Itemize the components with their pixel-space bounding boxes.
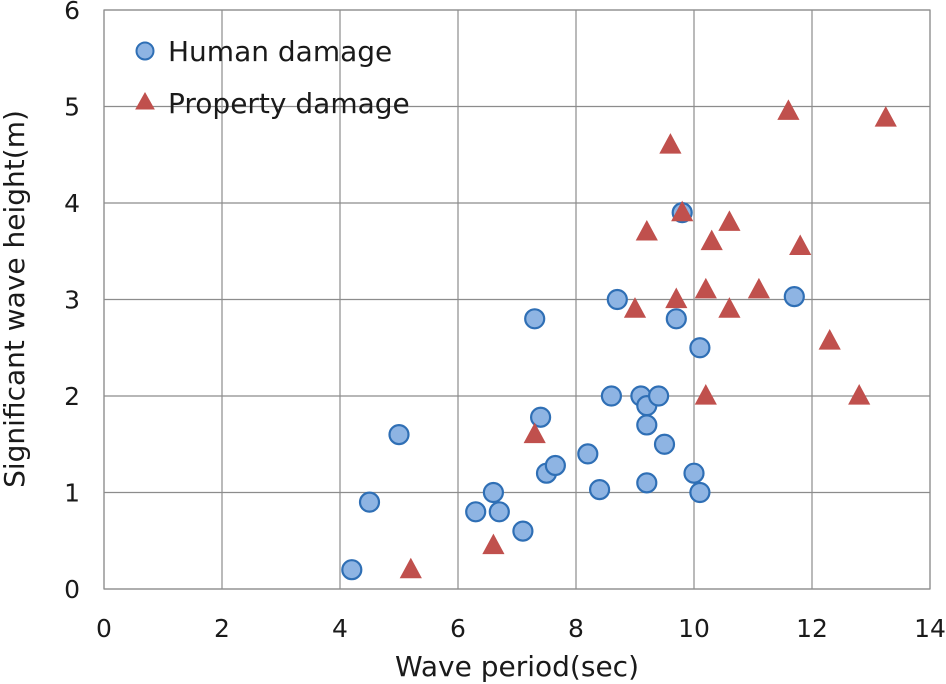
property-damage-point [718, 210, 741, 231]
property-damage-point [659, 133, 682, 154]
human-damage-point [606, 288, 628, 311]
property-damage-point [747, 277, 770, 299]
human-damage-point [341, 559, 363, 581]
property-damage-point [523, 422, 546, 444]
property-damage-point [399, 557, 422, 579]
property-damage-point [635, 219, 658, 241]
y-tick-label: 2 [64, 382, 80, 411]
human-damage-point [488, 501, 510, 523]
grid-layer [103, 9, 931, 590]
property-damage-point [789, 234, 812, 255]
property-damage-point [718, 297, 741, 318]
human-damage-point [577, 443, 599, 465]
y-axis-title: Significant wave height(m) [0, 110, 31, 488]
human-damage-point [683, 462, 705, 484]
legend-label-property-damage: Property damage [168, 87, 410, 120]
y-tick-label: 4 [64, 189, 80, 218]
property-damage-point [482, 533, 505, 555]
human-damage-point [358, 491, 381, 513]
human-damage-point [665, 308, 687, 330]
x-tick-label: 8 [568, 614, 584, 643]
human-damage-point [482, 481, 504, 504]
x-tick-label: 14 [914, 614, 946, 643]
property-damage-point [777, 99, 800, 120]
human-damage-point [689, 337, 711, 359]
human-damage-point [529, 406, 552, 428]
property-damage-point [694, 384, 717, 405]
plot-frame [103, 9, 931, 590]
property-damage-point [623, 297, 647, 318]
human-damage-point [636, 472, 658, 494]
legend: Human damage Property damage [135, 35, 410, 120]
human-damage-point [524, 308, 546, 330]
legend-marker-human-damage [135, 41, 155, 61]
x-axis-title: Wave period(sec) [395, 650, 639, 683]
legend-marker-property-damage [135, 91, 155, 110]
human-damage-point [512, 520, 534, 542]
human-damage-point [647, 385, 670, 407]
x-tick-label: 10 [678, 614, 710, 643]
human-damage-point [600, 385, 623, 407]
property-damage-point [818, 329, 841, 350]
x-tick-label: 2 [214, 614, 230, 643]
human-damage-point [465, 501, 487, 523]
property-damage-point [874, 106, 897, 127]
property-damage-point [671, 200, 694, 222]
y-tick-label: 3 [64, 286, 80, 315]
property-damage-point [700, 229, 723, 251]
y-tick-label: 5 [64, 93, 80, 122]
human-damage-point [689, 481, 711, 504]
human-damage-point [783, 286, 805, 308]
y-tick-label: 1 [64, 479, 80, 508]
human-damage-point [636, 414, 658, 436]
y-tick-label: 6 [64, 0, 80, 25]
x-tick-label: 12 [796, 614, 828, 643]
property-damage-point [665, 287, 688, 309]
human-damage-point [588, 479, 611, 501]
human-damage-point [653, 433, 676, 455]
series-property-damage [399, 99, 897, 579]
x-tick-label: 4 [332, 614, 348, 643]
property-damage-point [694, 277, 717, 299]
human-damage-point [388, 424, 410, 446]
legend-label-human-damage: Human damage [168, 35, 392, 68]
x-tick-label: 6 [450, 614, 466, 643]
property-damage-point [848, 384, 871, 405]
y-tick-label: 0 [64, 575, 80, 604]
human-damage-point [544, 454, 566, 477]
data-marks [341, 99, 897, 581]
x-tick-label: 0 [96, 614, 112, 643]
series-human-damage [341, 202, 805, 581]
